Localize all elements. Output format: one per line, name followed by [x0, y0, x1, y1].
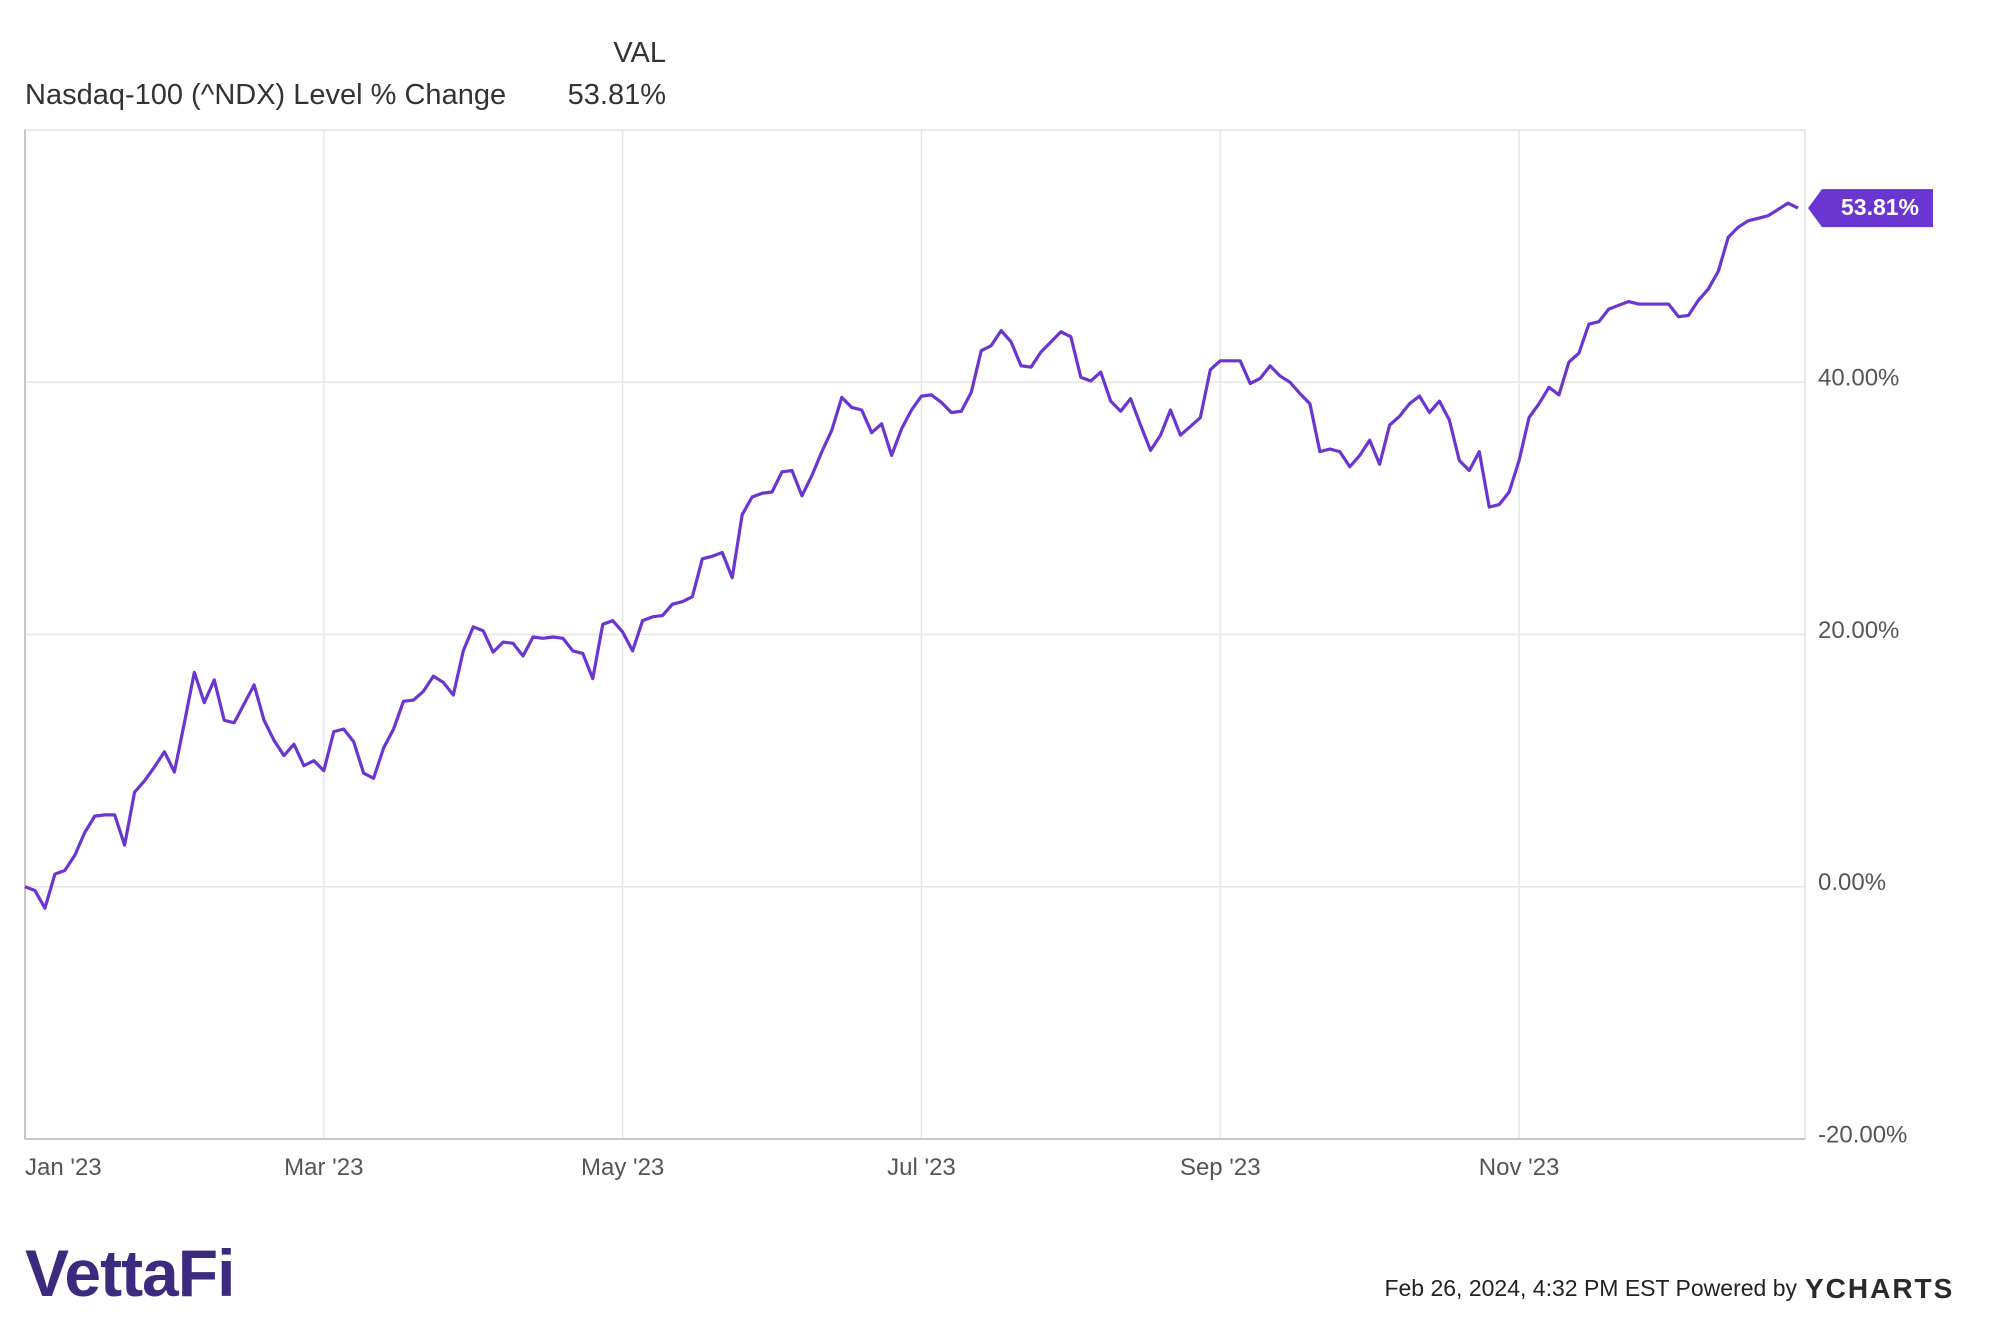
x-tick-label: May '23: [581, 1154, 664, 1181]
timestamp: Feb 26, 2024, 4:32 PM EST Powered by: [1384, 1275, 1797, 1301]
x-tick-label: Sep '23: [1180, 1154, 1261, 1181]
value-badge-label: 53.81%: [1841, 194, 1919, 220]
y-tick-label: -20.00%: [1818, 1121, 1907, 1148]
x-tick-label: Jan '23: [25, 1154, 102, 1181]
series-line: [24, 201, 1799, 910]
legend-series-name: Nasdaq-100 (^NDX) Level % Change: [25, 79, 506, 111]
provider-logo: YCHARTS: [1805, 1273, 1954, 1304]
y-tick-label: 40.00%: [1818, 365, 1899, 392]
brand-logo: VettaFi: [25, 1236, 234, 1310]
marks: 53.81%: [24, 189, 1933, 910]
x-tick-label: Jul '23: [887, 1154, 956, 1181]
x-tick-label: Nov '23: [1479, 1154, 1560, 1181]
legend-header: VAL: [613, 37, 666, 69]
y-tick-label: 20.00%: [1818, 617, 1899, 644]
x-tick-label: Mar '23: [284, 1154, 363, 1181]
y-tick-label: 0.00%: [1818, 869, 1886, 896]
value-badge: [1808, 189, 1933, 228]
legend-value: 53.81%: [568, 79, 666, 111]
